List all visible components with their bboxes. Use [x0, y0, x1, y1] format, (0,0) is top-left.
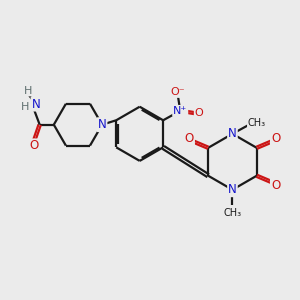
Text: O: O [185, 132, 194, 145]
Text: N: N [228, 127, 237, 140]
Text: CH₃: CH₃ [248, 118, 266, 128]
Text: N: N [98, 118, 106, 131]
Text: H: H [24, 85, 32, 95]
Text: O⁻: O⁻ [171, 87, 185, 97]
Text: O: O [30, 140, 39, 152]
Text: CH₃: CH₃ [224, 208, 242, 218]
Text: N: N [228, 183, 237, 196]
Text: O: O [195, 108, 203, 118]
Text: O: O [271, 179, 280, 192]
Text: H: H [21, 102, 29, 112]
Text: O: O [271, 132, 280, 145]
Text: N: N [32, 98, 40, 111]
Text: N⁺: N⁺ [173, 106, 188, 116]
